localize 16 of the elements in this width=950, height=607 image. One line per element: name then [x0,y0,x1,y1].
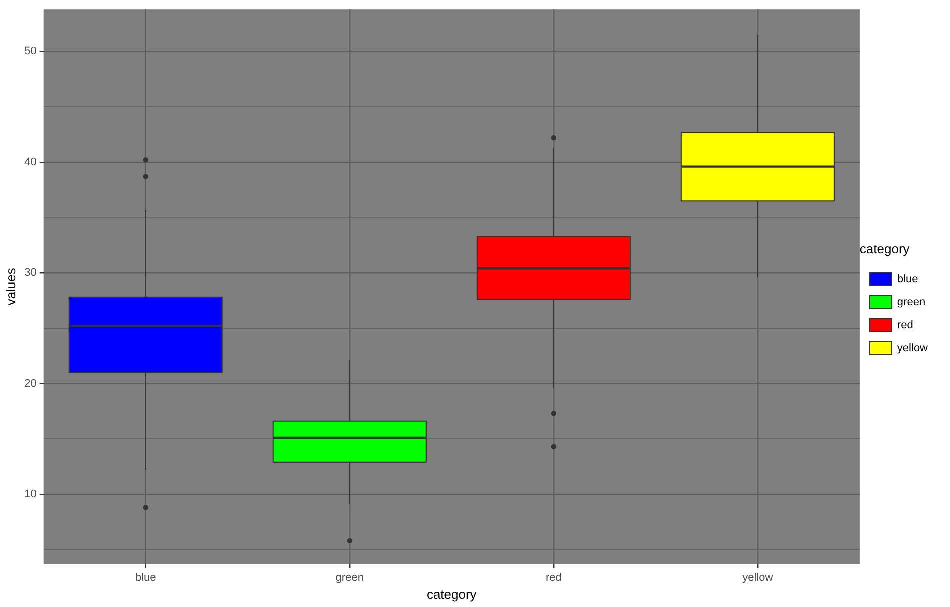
y-tick-label: 30 [24,267,37,280]
legend-label: green [897,296,926,308]
x-tick-label: red [546,572,562,584]
legend-label: yellow [897,342,928,354]
x-tick-label: yellow [742,572,774,584]
legend-title: category [860,241,910,256]
x-tick-label: blue [135,572,156,584]
x-axis-title: category [426,586,478,602]
y-tick-label: 10 [24,488,37,500]
y-tick-label: 50 [24,46,37,58]
legend-label: blue [897,273,918,286]
y-axis-title: values [3,268,18,306]
y-tick-label: 40 [24,156,37,168]
legend-label: red [897,319,914,332]
y-tick-label: 20 [24,378,37,390]
x-tick-label: green [336,572,364,584]
